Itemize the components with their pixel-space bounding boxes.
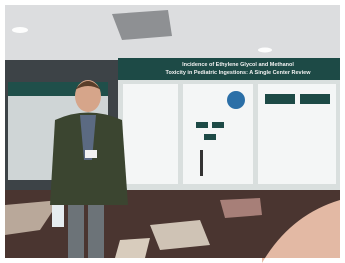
pie-graphic xyxy=(227,91,245,109)
leg xyxy=(88,200,104,258)
poster-box xyxy=(204,134,216,140)
leg xyxy=(68,200,84,258)
poster-bar xyxy=(200,150,203,176)
ceiling-light xyxy=(12,27,28,33)
carpet-pattern xyxy=(115,238,150,258)
cup xyxy=(52,205,64,227)
poster-column xyxy=(123,84,178,184)
poster-box xyxy=(196,122,208,128)
poster-box xyxy=(212,122,224,128)
photo: Incidence of Ethylene Glycol and Methano… xyxy=(0,0,345,263)
ceiling-light xyxy=(258,48,272,53)
ceiling xyxy=(5,5,340,65)
poster-title: Incidence of Ethylene Glycol and Methano… xyxy=(182,62,294,68)
carpet-pattern xyxy=(150,220,210,250)
poster-title: Toxicity in Pediatric Ingestions: A Sing… xyxy=(166,70,312,76)
vent xyxy=(112,10,172,40)
poster-box xyxy=(300,94,330,104)
poster-box xyxy=(265,94,295,104)
carpet-pattern xyxy=(220,198,262,218)
name-badge xyxy=(85,150,97,158)
